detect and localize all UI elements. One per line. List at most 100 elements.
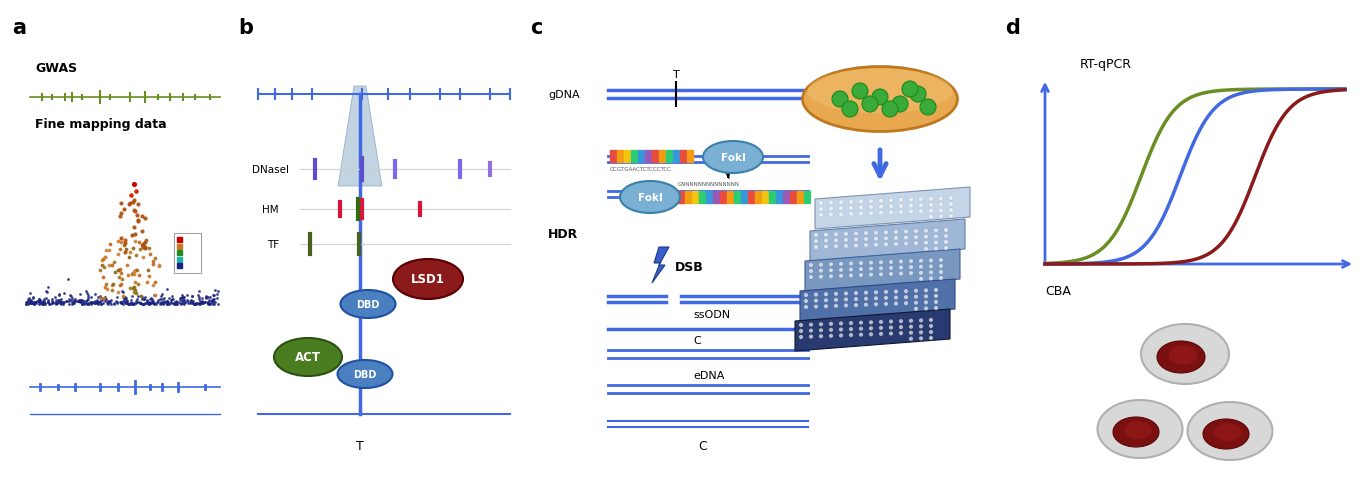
Text: d: d: [1005, 18, 1020, 38]
Point: [119, 300, 141, 308]
Point: [138, 300, 160, 307]
Circle shape: [839, 333, 844, 338]
Point: [128, 298, 150, 306]
Point: [138, 300, 160, 307]
Point: [27, 295, 49, 303]
Circle shape: [939, 215, 943, 219]
Point: [142, 300, 164, 308]
Point: [199, 293, 221, 301]
Point: [66, 298, 87, 305]
Circle shape: [834, 298, 838, 302]
Circle shape: [928, 276, 934, 281]
Point: [167, 301, 188, 308]
Point: [132, 243, 154, 251]
Point: [119, 301, 141, 308]
Point: [158, 300, 180, 308]
Point: [199, 300, 221, 308]
Point: [192, 300, 214, 307]
Point: [34, 300, 56, 307]
Point: [180, 299, 202, 306]
Circle shape: [913, 289, 919, 293]
Point: [91, 261, 113, 269]
Point: [149, 296, 171, 303]
Circle shape: [939, 197, 943, 201]
Point: [198, 301, 220, 308]
Point: [131, 300, 153, 308]
Circle shape: [814, 293, 818, 297]
Point: [190, 300, 212, 308]
Point: [33, 300, 55, 308]
Point: [188, 287, 210, 295]
Point: [152, 300, 173, 308]
Circle shape: [894, 236, 898, 241]
Text: T: T: [673, 70, 680, 80]
Circle shape: [874, 237, 878, 242]
Point: [182, 292, 203, 300]
Circle shape: [934, 241, 938, 245]
Circle shape: [920, 100, 936, 116]
Bar: [659, 151, 665, 163]
Circle shape: [863, 97, 878, 113]
Point: [109, 213, 131, 221]
Circle shape: [824, 299, 829, 303]
Point: [100, 300, 121, 308]
Circle shape: [833, 92, 848, 108]
Point: [85, 300, 106, 307]
Circle shape: [819, 213, 823, 218]
Ellipse shape: [1097, 400, 1182, 458]
Point: [46, 299, 68, 307]
Circle shape: [849, 333, 853, 337]
Circle shape: [859, 200, 863, 204]
Bar: [637, 151, 644, 163]
Ellipse shape: [803, 67, 957, 132]
Circle shape: [909, 272, 913, 276]
Point: [164, 300, 186, 308]
Point: [120, 192, 142, 199]
Circle shape: [924, 247, 928, 251]
Point: [157, 301, 179, 308]
Circle shape: [909, 337, 913, 341]
Circle shape: [928, 258, 934, 263]
Circle shape: [819, 207, 823, 212]
Text: HM: HM: [262, 205, 278, 214]
Point: [198, 296, 220, 304]
Circle shape: [839, 212, 844, 217]
Circle shape: [819, 201, 823, 206]
Circle shape: [924, 235, 928, 240]
Polygon shape: [794, 309, 950, 351]
Point: [120, 299, 142, 307]
Circle shape: [819, 263, 823, 267]
Bar: [687, 151, 693, 163]
Point: [112, 206, 134, 213]
Point: [186, 299, 207, 307]
Point: [93, 294, 115, 302]
Text: T: T: [356, 439, 364, 452]
Point: [108, 274, 130, 282]
Point: [94, 284, 116, 291]
Circle shape: [924, 306, 928, 311]
Circle shape: [924, 295, 928, 299]
Ellipse shape: [1188, 402, 1272, 460]
Circle shape: [799, 335, 803, 339]
Point: [33, 299, 55, 307]
Circle shape: [928, 215, 934, 219]
Point: [150, 299, 172, 307]
Circle shape: [889, 326, 893, 330]
Point: [51, 299, 72, 306]
Point: [98, 247, 120, 255]
Point: [87, 300, 109, 308]
Point: [150, 298, 172, 306]
Point: [81, 299, 102, 306]
Point: [116, 298, 138, 305]
Point: [96, 295, 117, 303]
Point: [143, 300, 165, 307]
Circle shape: [898, 260, 904, 264]
Point: [71, 298, 93, 305]
Point: [31, 299, 53, 306]
Polygon shape: [815, 188, 971, 229]
Circle shape: [928, 209, 934, 213]
Point: [52, 299, 74, 306]
Circle shape: [859, 267, 863, 272]
Point: [79, 299, 101, 306]
Circle shape: [824, 239, 829, 243]
